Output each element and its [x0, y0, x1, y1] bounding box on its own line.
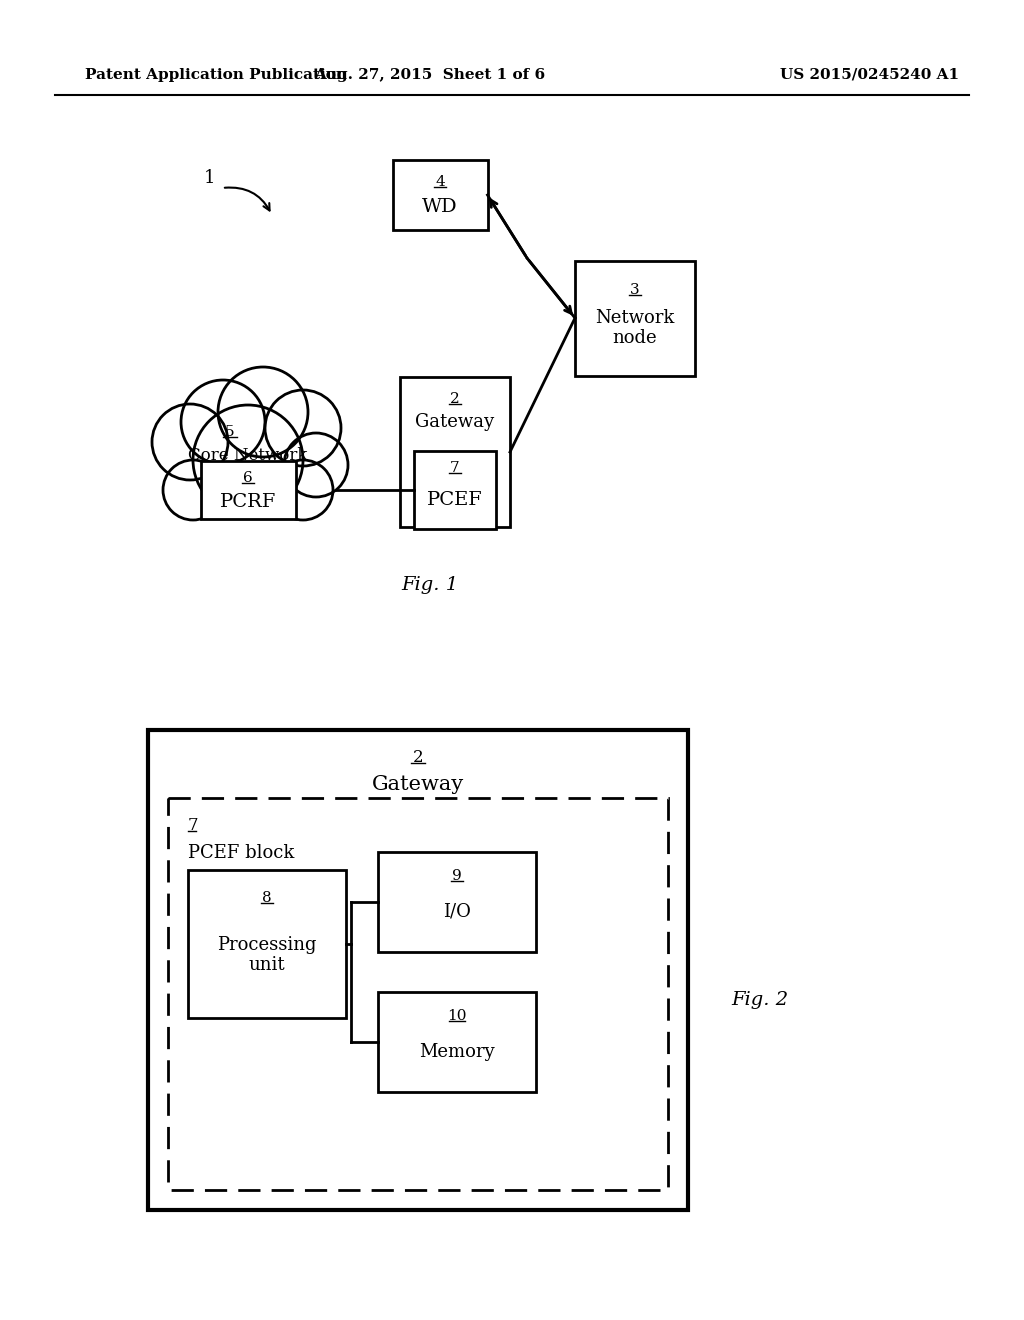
Text: Aug. 27, 2015  Sheet 1 of 6: Aug. 27, 2015 Sheet 1 of 6	[314, 69, 546, 82]
Text: 6: 6	[243, 471, 253, 484]
Text: 5: 5	[225, 425, 234, 440]
Circle shape	[152, 404, 228, 480]
Text: PCRF: PCRF	[220, 492, 276, 511]
Bar	[188, 870, 346, 1018]
Text: 7: 7	[188, 817, 199, 834]
Text: WD: WD	[422, 198, 458, 216]
Circle shape	[193, 405, 303, 515]
Text: 7: 7	[451, 461, 460, 475]
Bar	[414, 451, 496, 529]
Bar	[575, 260, 695, 375]
Text: PCEF block: PCEF block	[188, 843, 294, 862]
Circle shape	[273, 459, 333, 520]
Bar	[392, 160, 487, 230]
Circle shape	[181, 380, 265, 465]
Bar	[201, 461, 296, 519]
Text: Patent Application Publication: Patent Application Publication	[85, 69, 347, 82]
Text: 9: 9	[453, 869, 462, 883]
Text: 10: 10	[447, 1008, 467, 1023]
Text: US 2015/0245240 A1: US 2015/0245240 A1	[780, 69, 959, 82]
Text: Fig. 2: Fig. 2	[731, 991, 788, 1008]
Circle shape	[218, 367, 308, 457]
Text: Gateway: Gateway	[372, 776, 464, 795]
Bar	[168, 799, 668, 1191]
Text: Fig. 1: Fig. 1	[401, 576, 459, 594]
Text: 1: 1	[204, 169, 216, 187]
Circle shape	[284, 433, 348, 498]
FancyArrowPatch shape	[224, 187, 269, 210]
Bar	[378, 851, 536, 952]
Text: 2: 2	[413, 750, 423, 767]
Circle shape	[163, 459, 223, 520]
Text: Processing
unit: Processing unit	[217, 936, 316, 974]
Bar	[378, 993, 536, 1092]
Bar	[148, 730, 688, 1210]
Bar	[400, 378, 510, 527]
Text: Network
node: Network node	[595, 309, 675, 347]
Text: I/O: I/O	[443, 903, 471, 921]
Text: PCEF: PCEF	[427, 491, 483, 510]
Text: 8: 8	[262, 891, 271, 906]
Circle shape	[265, 389, 341, 466]
Text: 2: 2	[451, 392, 460, 407]
Text: 3: 3	[630, 282, 640, 297]
Text: 4: 4	[435, 176, 444, 189]
Text: Core Network: Core Network	[188, 446, 307, 463]
Text: Memory: Memory	[419, 1043, 495, 1061]
Text: Gateway: Gateway	[416, 413, 495, 432]
